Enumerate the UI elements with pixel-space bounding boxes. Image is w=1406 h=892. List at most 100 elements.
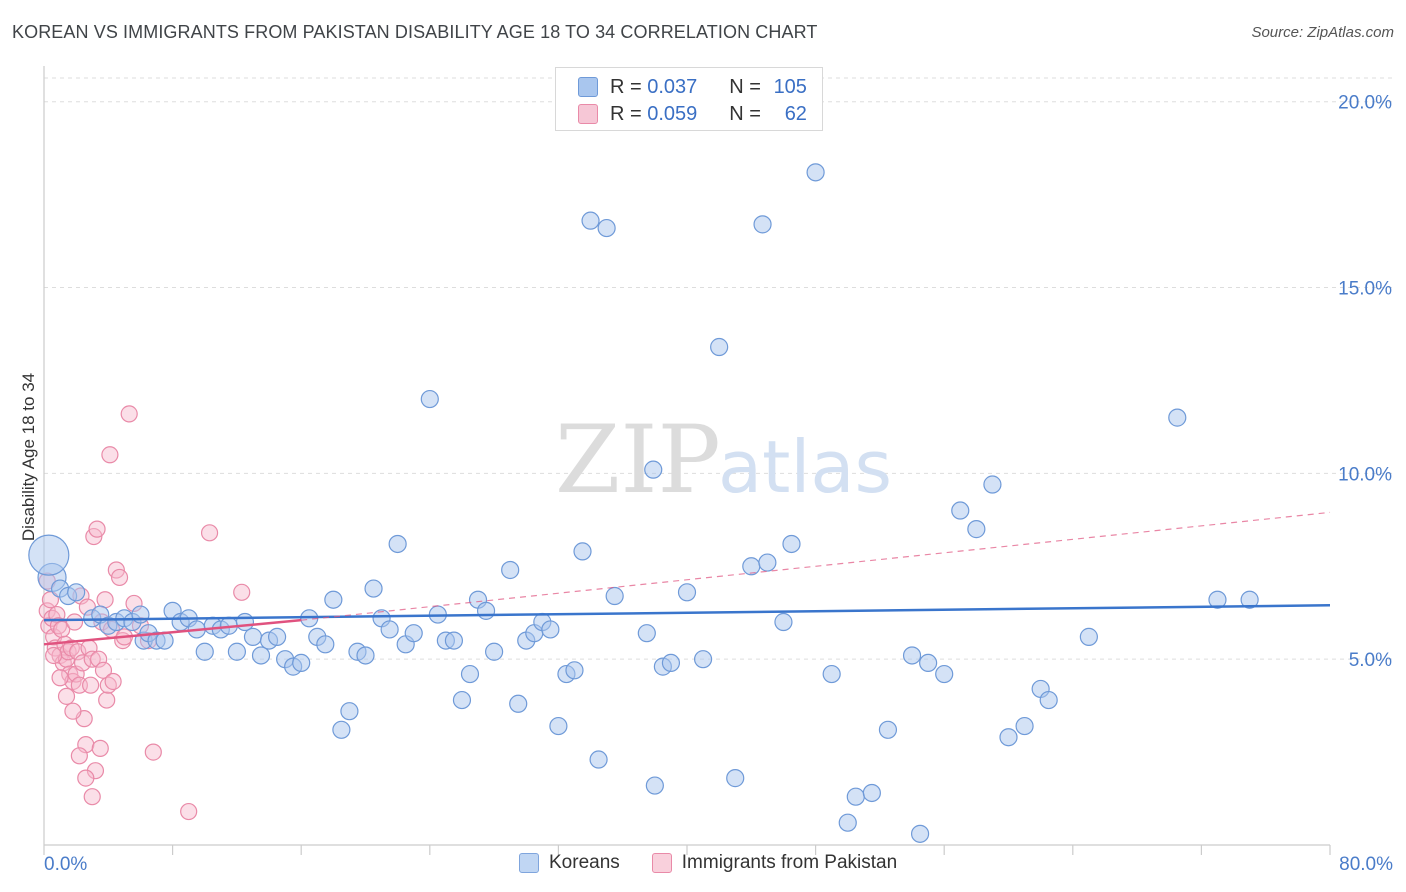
koreans-series	[28, 163, 1259, 843]
korean-point	[1240, 590, 1259, 609]
korean-point	[846, 787, 865, 806]
korean-point	[573, 542, 592, 561]
korean-point	[1015, 716, 1034, 736]
korean-point	[753, 215, 772, 234]
korean-point	[910, 824, 930, 843]
pakistan-point	[120, 405, 138, 423]
korean-point	[1079, 627, 1098, 646]
pakistan-point	[69, 643, 87, 661]
korean-point	[589, 750, 608, 769]
watermark: ZIP atlas	[555, 406, 892, 515]
korean-point	[951, 501, 970, 520]
korean-point	[742, 557, 761, 576]
korean-point	[637, 624, 656, 643]
pakistan-point	[83, 650, 101, 668]
pakistan-point	[64, 702, 82, 720]
korean-point	[316, 635, 335, 654]
koreans-swatch	[519, 853, 539, 873]
korean-point	[452, 690, 472, 710]
source-label: Source: ZipAtlas.com	[1251, 24, 1394, 41]
korean-point	[549, 716, 568, 736]
pakistan-point	[110, 568, 129, 587]
korean-point	[1208, 590, 1227, 609]
korean-point	[476, 601, 496, 620]
korean-point	[661, 653, 681, 672]
korean-point	[822, 664, 841, 684]
pakistan-point	[83, 788, 101, 806]
korean-point	[999, 728, 1018, 747]
pakistan-point	[233, 583, 251, 601]
legend-r-value: 0.059	[647, 102, 698, 125]
korean-point	[501, 560, 520, 580]
korean-point	[380, 620, 399, 639]
legend-n-value: 62	[784, 102, 807, 125]
y-tick-label: 10.0%	[1338, 464, 1392, 485]
series-legend: Koreans Immigrants from Pakistan	[519, 852, 929, 874]
korean-point	[838, 813, 857, 832]
pakistan-swatch	[578, 104, 598, 124]
pakistan-point	[65, 613, 84, 631]
legend-r-value: 0.037	[647, 75, 698, 98]
korean-point	[420, 389, 439, 409]
pakistan-trend-extension	[301, 511, 1331, 621]
legend-n-label: N =	[729, 75, 761, 98]
legend-item-pakistan[interactable]: Immigrants from Pakistan	[651, 852, 898, 874]
korean-point	[710, 337, 729, 357]
pakistan-point	[91, 739, 109, 757]
koreans-trend-line	[43, 604, 1331, 622]
korean-point	[404, 624, 423, 643]
korean-point	[227, 642, 246, 661]
chart-title: KOREAN VS IMMIGRANTS FROM PAKISTAN DISAB…	[12, 22, 818, 42]
korean-point	[693, 650, 713, 669]
korean-point	[292, 653, 311, 672]
pakistan-point	[57, 687, 76, 705]
korean-point	[967, 520, 986, 539]
pakistan-trend-line	[43, 618, 302, 646]
pakistan-swatch	[651, 853, 672, 873]
korean-point	[267, 627, 287, 646]
axes	[43, 66, 1331, 855]
korean-point	[356, 646, 375, 665]
legend-row-pakistan: R = 0.059 N = 62	[578, 101, 807, 127]
pakistan-point	[70, 747, 88, 765]
korean-point	[902, 646, 922, 665]
korean-point	[485, 642, 504, 661]
legend-koreans-label: Koreans	[549, 852, 620, 873]
pakistan-point	[73, 654, 92, 672]
korean-point	[235, 612, 255, 632]
korean-point	[388, 534, 407, 554]
korean-point	[541, 620, 560, 639]
legend-r-label: R =	[610, 102, 642, 125]
pakistan-point	[82, 676, 100, 694]
korean-point	[131, 605, 150, 624]
korean-point	[774, 612, 793, 632]
legend-row-koreans: R = 0.037 N = 105	[578, 74, 807, 100]
pakistan-point	[144, 743, 162, 761]
korean-point	[758, 553, 777, 572]
korean-point	[935, 664, 954, 684]
pakistan-point	[96, 591, 114, 609]
korean-point	[444, 631, 464, 650]
legend-n-label: N =	[729, 102, 761, 125]
y-axis-label: Disability Age 18 to 34	[19, 373, 38, 541]
korean-point	[67, 583, 86, 602]
korean-point	[644, 460, 663, 479]
y-tick-label: 5.0%	[1349, 650, 1392, 671]
korean-point	[28, 534, 70, 576]
y-tick-label: 15.0%	[1338, 279, 1392, 300]
korean-point	[243, 627, 263, 646]
koreans-swatch	[578, 77, 598, 97]
korean-point	[1168, 408, 1187, 427]
legend-pakistan-label: Immigrants from Pakistan	[681, 852, 898, 873]
korean-point	[597, 218, 616, 238]
pakistan-point	[98, 691, 116, 709]
legend-r-label: R =	[610, 75, 642, 98]
korean-point	[340, 702, 359, 721]
pakistan-point	[88, 520, 106, 538]
korean-point	[983, 475, 1002, 494]
legend-item-koreans[interactable]: Koreans	[519, 852, 620, 874]
korean-point	[251, 646, 271, 665]
korean-point	[862, 783, 881, 803]
pakistan-point	[101, 446, 119, 464]
